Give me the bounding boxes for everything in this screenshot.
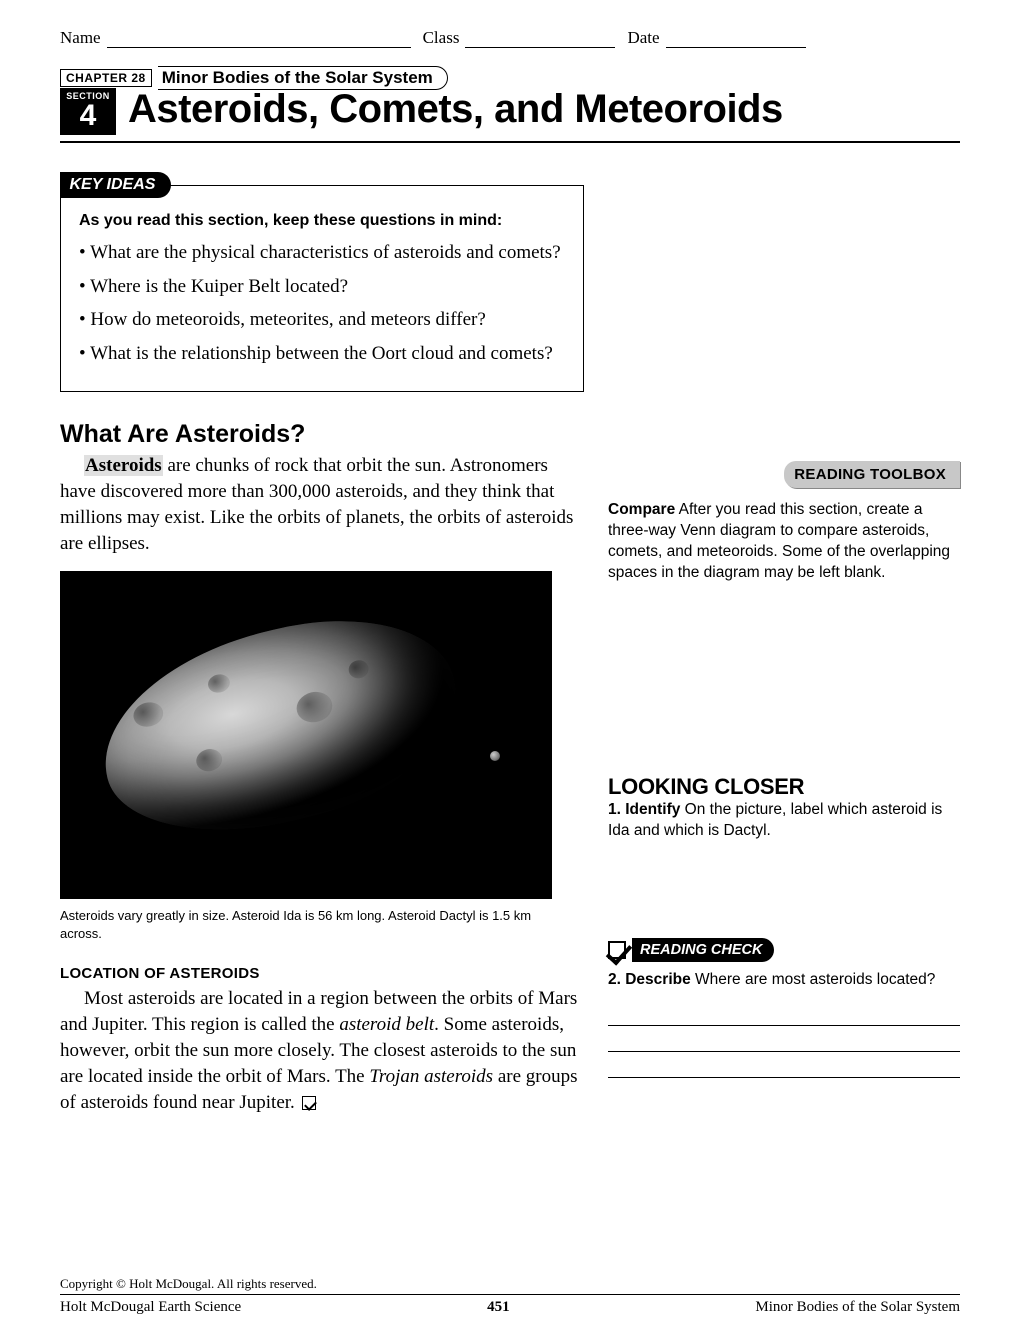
spacer	[608, 584, 960, 774]
answer-line[interactable]	[608, 1026, 960, 1052]
sidebar-column: READING TOOLBOX Compare After you read t…	[608, 171, 960, 1117]
reading-toolbox-body: Compare After you read this section, cre…	[608, 488, 960, 584]
section-badge: SECTION 4	[60, 88, 116, 135]
date-line[interactable]	[666, 30, 806, 48]
crater	[131, 700, 166, 731]
reading-toolbox-tab: READING TOOLBOX	[784, 461, 960, 488]
checkbox-icon	[608, 941, 626, 959]
reading-check-tab: READING CHECK	[632, 938, 774, 962]
asteroid-dactyl	[490, 751, 500, 761]
looking-closer: LOOKING CLOSER 1. Identify On the pictur…	[608, 774, 960, 842]
looking-closer-body: 1. Identify On the picture, label which …	[608, 800, 960, 842]
reading-toolbox: READING TOOLBOX Compare After you read t…	[608, 461, 960, 584]
body-paragraph: Most asteroids are located in a region b…	[60, 986, 584, 1117]
italic-term: asteroid belt	[339, 1014, 434, 1035]
date-label: Date	[627, 28, 665, 48]
rc-lead: 2. Describe	[608, 971, 691, 988]
reading-check: READING CHECK 2. Describe Where are most…	[608, 938, 960, 1079]
crater	[206, 673, 232, 696]
reading-check-body: 2. Describe Where are most asteroids loc…	[608, 970, 960, 991]
page-number: 451	[487, 1299, 510, 1316]
worksheet-header: Name Class Date	[60, 28, 960, 48]
main-column: KEY IDEAS As you read this section, keep…	[60, 171, 584, 1117]
date-field: Date	[627, 28, 805, 48]
spacer	[608, 171, 960, 461]
page-footer: Copyright © Holt McDougal. All rights re…	[60, 1276, 960, 1316]
reading-check-icon	[302, 1096, 316, 1110]
name-label: Name	[60, 28, 107, 48]
subsection-heading: LOCATION OF ASTEROIDS	[60, 965, 584, 982]
name-field: Name	[60, 28, 411, 48]
footer-unit: Minor Bodies of the Solar System	[755, 1299, 960, 1316]
chapter-line: CHAPTER 28 Minor Bodies of the Solar Sys…	[60, 66, 960, 90]
key-idea-item: What are the physical characteristics of…	[79, 240, 565, 266]
key-ideas-prompt: As you read this section, keep these que…	[79, 212, 565, 230]
answer-line[interactable]	[608, 1052, 960, 1078]
key-idea-item: What is the relationship between the Oor…	[79, 341, 565, 367]
section-header: SECTION 4 Asteroids, Comets, and Meteoro…	[60, 88, 960, 135]
content-columns: KEY IDEAS As you read this section, keep…	[60, 171, 960, 1117]
crater	[194, 747, 225, 775]
chapter-label: CHAPTER 28	[60, 69, 152, 87]
body-paragraph: Asteroids are chunks of rock that orbit …	[60, 453, 584, 558]
asteroid-figure: Asteroids vary greatly in size. Asteroid…	[60, 571, 584, 942]
figure-caption: Asteroids vary greatly in size. Asteroid…	[60, 907, 552, 942]
class-label: Class	[423, 28, 466, 48]
footer-row: Holt McDougal Earth Science 451 Minor Bo…	[60, 1295, 960, 1316]
asteroid-image	[60, 571, 552, 899]
vocab-term: Asteroids	[84, 455, 163, 476]
class-field: Class	[423, 28, 616, 48]
key-idea-item: How do meteoroids, meteorites, and meteo…	[79, 307, 565, 333]
chapter-title: Minor Bodies of the Solar System	[158, 66, 448, 90]
key-idea-item: Where is the Kuiper Belt located?	[79, 274, 565, 300]
lc-lead: 1. Identify	[608, 801, 680, 818]
copyright: Copyright © Holt McDougal. All rights re…	[60, 1276, 960, 1295]
class-line[interactable]	[465, 30, 615, 48]
title-rule	[60, 141, 960, 143]
section-heading: What Are Asteroids?	[60, 420, 584, 449]
reading-check-header: READING CHECK	[608, 938, 960, 962]
section-number: 4	[60, 101, 116, 131]
key-ideas-tab: KEY IDEAS	[60, 172, 172, 198]
italic-term: Trojan asteroids	[369, 1066, 493, 1087]
footer-book: Holt McDougal Earth Science	[60, 1299, 241, 1316]
crater	[293, 689, 335, 727]
page-title: Asteroids, Comets, and Meteoroids	[128, 88, 783, 130]
answer-line[interactable]	[608, 1000, 960, 1026]
key-ideas-box: KEY IDEAS As you read this section, keep…	[60, 185, 584, 392]
answer-lines[interactable]	[608, 1000, 960, 1078]
crater	[347, 659, 371, 681]
asteroid-ida	[82, 591, 477, 862]
toolbox-lead: Compare	[608, 501, 675, 518]
rc-text: Where are most asteroids located?	[691, 971, 936, 988]
spacer	[608, 842, 960, 938]
name-line[interactable]	[107, 30, 411, 48]
key-ideas-list: What are the physical characteristics of…	[79, 240, 565, 367]
looking-closer-title: LOOKING CLOSER	[608, 774, 960, 800]
